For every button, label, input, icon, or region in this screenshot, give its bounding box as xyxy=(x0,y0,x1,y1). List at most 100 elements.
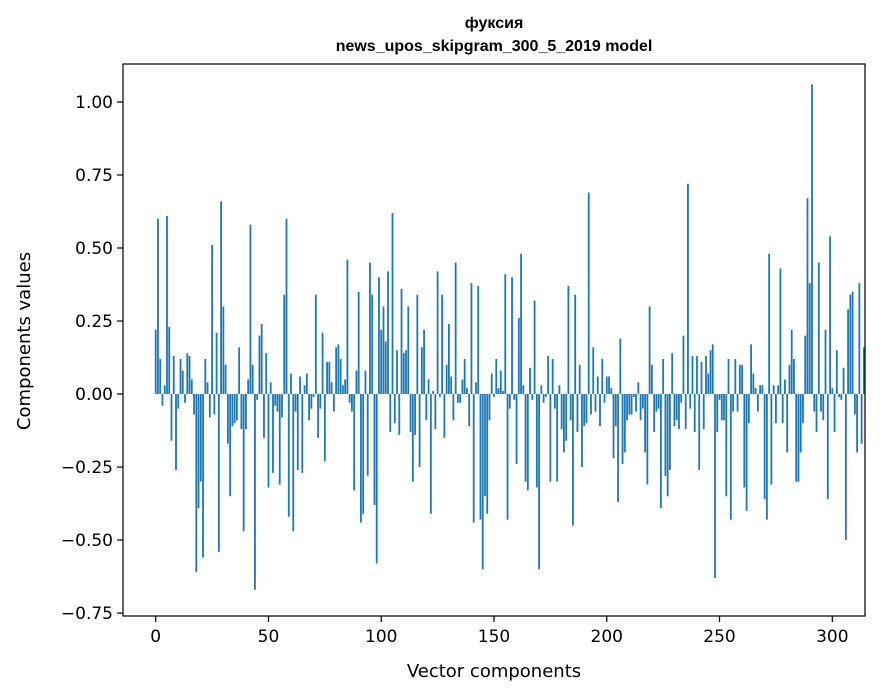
bar-40 xyxy=(245,394,247,430)
bar-7 xyxy=(170,394,173,441)
bar-185 xyxy=(572,394,574,526)
bar-174 xyxy=(547,356,550,395)
bar-17 xyxy=(193,394,195,415)
bar-119 xyxy=(423,329,425,395)
bar-253 xyxy=(725,394,728,497)
bar-289 xyxy=(806,198,809,395)
y-tick-label: −0.75 xyxy=(61,604,113,624)
bar-125 xyxy=(436,271,439,395)
bar-120 xyxy=(425,394,428,421)
bar-312 xyxy=(858,283,861,395)
bar-151 xyxy=(495,358,498,395)
bar-218 xyxy=(646,394,649,485)
bar-34 xyxy=(231,394,234,427)
bar-44 xyxy=(254,394,256,590)
bar-60 xyxy=(290,373,292,395)
bar-234 xyxy=(682,335,685,395)
bar-49 xyxy=(265,353,268,395)
bar-209 xyxy=(626,394,628,421)
y-tick-label: 0.50 xyxy=(75,239,113,259)
x-tick-label: 0 xyxy=(150,627,161,647)
bar-273 xyxy=(770,394,773,485)
bar-108 xyxy=(398,394,401,435)
bar-256 xyxy=(732,394,734,412)
bar-62 xyxy=(294,394,297,412)
y-axis-label: Components values xyxy=(14,252,35,430)
bar-113 xyxy=(409,394,412,432)
bar-168 xyxy=(533,300,536,395)
bar-278 xyxy=(781,394,784,424)
bar-63 xyxy=(296,394,299,470)
bar-8 xyxy=(172,356,175,395)
bar-3 xyxy=(161,394,164,406)
bar-149 xyxy=(490,373,493,395)
bar-172 xyxy=(542,394,545,403)
bar-214 xyxy=(637,382,640,395)
x-tick-label: 100 xyxy=(365,627,397,647)
bar-194 xyxy=(592,347,595,395)
bar-37 xyxy=(238,347,241,395)
bar-82 xyxy=(339,358,342,395)
bar-58 xyxy=(285,218,288,395)
bar-261 xyxy=(743,394,746,488)
bar-275 xyxy=(775,394,777,424)
bar-series xyxy=(154,84,865,590)
bar-45 xyxy=(256,394,259,400)
bar-9 xyxy=(175,394,177,470)
bar-52 xyxy=(272,394,274,473)
bar-228 xyxy=(669,394,671,470)
bar-206 xyxy=(619,338,622,395)
bar-115 xyxy=(414,394,416,435)
bar-19 xyxy=(197,394,200,508)
bar-265 xyxy=(752,373,755,395)
bar-199 xyxy=(603,394,606,403)
bar-43 xyxy=(251,364,254,395)
bar-301 xyxy=(833,394,836,432)
bar-305 xyxy=(842,367,845,395)
bar-310 xyxy=(853,394,856,415)
y-tick-label: 0.75 xyxy=(75,166,113,186)
bar-135 xyxy=(459,394,462,403)
bar-47 xyxy=(260,323,263,395)
bar-179 xyxy=(558,385,561,395)
bar-130 xyxy=(447,323,450,395)
bar-69 xyxy=(310,394,313,409)
bar-242 xyxy=(700,361,703,395)
bar-4 xyxy=(163,385,166,395)
x-tick-label: 200 xyxy=(591,627,623,647)
bar-264 xyxy=(750,344,752,395)
bar-87 xyxy=(351,394,353,412)
bar-161 xyxy=(517,318,520,395)
chart-subtitle: news_upos_skipgram_300_5_2019 model xyxy=(336,38,653,55)
bar-184 xyxy=(569,394,572,421)
bar-21 xyxy=(202,394,204,558)
bar-131 xyxy=(450,376,453,395)
bar-85 xyxy=(346,259,349,395)
bar-213 xyxy=(635,394,637,412)
bar-177 xyxy=(553,394,556,409)
bar-110 xyxy=(402,353,405,395)
bar-246 xyxy=(709,350,712,395)
bar-88 xyxy=(353,394,356,491)
bar-160 xyxy=(515,394,518,465)
bar-137 xyxy=(463,358,466,395)
bar-215 xyxy=(639,394,642,421)
bar-266 xyxy=(754,388,757,395)
bar-35 xyxy=(233,394,236,424)
bar-285 xyxy=(797,394,800,482)
bar-70 xyxy=(312,394,315,397)
bar-11 xyxy=(179,358,182,395)
bar-92 xyxy=(362,394,365,514)
bar-196 xyxy=(596,376,599,395)
bar-232 xyxy=(678,394,680,430)
bar-240 xyxy=(696,356,698,395)
bar-212 xyxy=(632,394,635,397)
bar-190 xyxy=(583,394,586,427)
bar-183 xyxy=(567,285,570,395)
bar-204 xyxy=(614,394,617,427)
bar-208 xyxy=(623,394,626,453)
bar-10 xyxy=(177,394,180,409)
bar-210 xyxy=(628,394,631,415)
bar-225 xyxy=(662,358,665,395)
bar-132 xyxy=(452,394,455,421)
